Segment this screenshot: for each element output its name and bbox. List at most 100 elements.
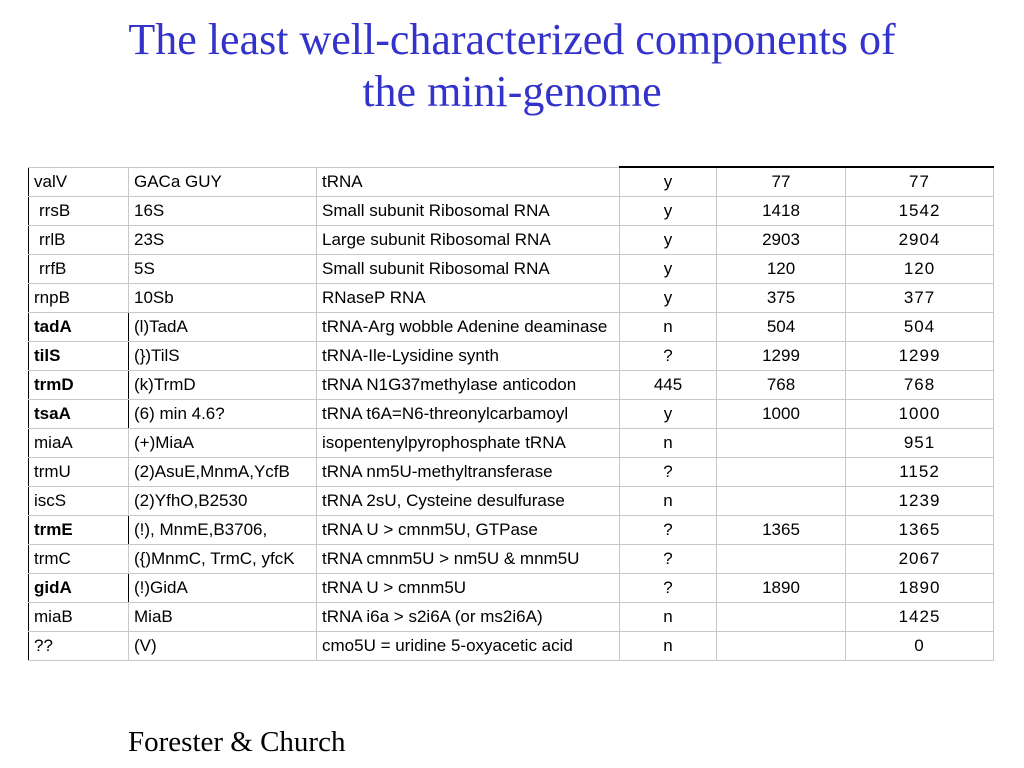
table-row: trmC ({)MnmC, TrmC, yfcK tRNA cmnm5U > nm5…	[28, 544, 994, 574]
description-cell: cmo5U = uridine 5-oxyacetic acid	[316, 631, 620, 661]
flag-cell: n	[619, 312, 717, 342]
length-1-cell: 1299	[716, 341, 846, 371]
gene-cell: miaB	[28, 602, 129, 632]
description-cell: tRNA i6a > s2i6A (or ms2i6A)	[316, 602, 620, 632]
alias-cell: (!), MnmE,B3706,	[128, 515, 317, 545]
alias-cell: 5S	[128, 254, 317, 284]
description-cell: tRNA	[316, 166, 620, 197]
length-1-cell: 1890	[716, 573, 846, 603]
description-cell: tRNA nm5U-methyltransferase	[316, 457, 620, 487]
alias-cell: (})TilS	[128, 341, 317, 371]
length-1-cell	[716, 486, 846, 516]
table-row: trmD (k)TrmD tRNA N1G37methylase anticodon…	[28, 370, 994, 400]
length-1-cell: 77	[716, 166, 846, 197]
length-2-cell: 1299	[845, 341, 994, 371]
flag-cell: y	[619, 225, 717, 255]
alias-cell: 10Sb	[128, 283, 317, 313]
table-row: tsaA (6) min 4.6? tRNA t6A=N6-threonylcarb…	[28, 399, 994, 429]
gene-cell: rrsB	[28, 196, 129, 226]
alias-cell: (6) min 4.6?	[128, 399, 317, 429]
table-row: rnpB 10Sb RNaseP RNA y 375 377	[28, 283, 994, 313]
gene-cell: iscS	[28, 486, 129, 516]
gene-cell: gidA	[28, 573, 129, 603]
length-1-cell: 768	[716, 370, 846, 400]
length-2-cell: 2904	[845, 225, 994, 255]
description-cell: Small subunit Ribosomal RNA	[316, 254, 620, 284]
table-row: trmE (!), MnmE,B3706, tRNA U > cmnm5U, GTP…	[28, 515, 994, 545]
gene-cell: rnpB	[28, 283, 129, 313]
length-1-cell	[716, 457, 846, 487]
table-row: tilS (})TilS tRNA-Ile-Lysidine synth? 1299 1…	[28, 341, 994, 371]
length-2-cell: 1365	[845, 515, 994, 545]
description-cell: tRNA-Ile-Lysidine synth	[316, 341, 620, 371]
table-row: miaA (+)MiaA isopentenylpyrophosphate tRNA…	[28, 428, 994, 458]
flag-cell: n	[619, 486, 717, 516]
length-1-cell	[716, 428, 846, 458]
flag-cell: n	[619, 428, 717, 458]
gene-cell: rrlB	[28, 225, 129, 255]
alias-cell: ({)MnmC, TrmC, yfcK	[128, 544, 317, 574]
length-1-cell	[716, 602, 846, 632]
length-1-cell: 2903	[716, 225, 846, 255]
gene-cell: tadA	[28, 312, 129, 342]
description-cell: tRNA N1G37methylase anticodon	[316, 370, 620, 400]
description-cell: Small subunit Ribosomal RNA	[316, 196, 620, 226]
flag-cell: y	[619, 166, 717, 197]
length-2-cell: 2067	[845, 544, 994, 574]
gene-cell: tsaA	[28, 399, 129, 429]
alias-cell: 23S	[128, 225, 317, 255]
length-2-cell: 1239	[845, 486, 994, 516]
gene-cell: tilS	[28, 341, 129, 371]
description-cell: tRNA U > cmnm5U, GTPase	[316, 515, 620, 545]
description-cell: tRNA cmnm5U > nm5U & mnm5U	[316, 544, 620, 574]
length-2-cell: 951	[845, 428, 994, 458]
length-2-cell: 0	[845, 631, 994, 661]
flag-cell: ?	[619, 457, 717, 487]
slide-title: The least well-characterized components …	[0, 14, 1024, 118]
description-cell: RNaseP RNA	[316, 283, 620, 313]
table-row: ?? (V) cmo5U = uridine 5-oxyacetic acid n 0	[28, 631, 994, 661]
flag-cell: y	[619, 399, 717, 429]
flag-cell: 445	[619, 370, 717, 400]
gene-cell: rrfB	[28, 254, 129, 284]
length-2-cell: 1542	[845, 196, 994, 226]
length-2-cell: 120	[845, 254, 994, 284]
description-cell: Large subunit Ribosomal RNA	[316, 225, 620, 255]
length-1-cell: 504	[716, 312, 846, 342]
length-2-cell: 377	[845, 283, 994, 313]
flag-cell: y	[619, 196, 717, 226]
alias-cell: MiaB	[128, 602, 317, 632]
length-1-cell: 1365	[716, 515, 846, 545]
length-1-cell: 375	[716, 283, 846, 313]
length-1-cell	[716, 544, 846, 574]
length-1-cell: 1418	[716, 196, 846, 226]
table-row: trmU (2)AsuE,MnmA,YcfB tRNA nm5U-methyltra…	[28, 457, 994, 487]
alias-cell: (+)MiaA	[128, 428, 317, 458]
flag-cell: ?	[619, 544, 717, 574]
description-cell: tRNA-Arg wobble Adenine deaminase	[316, 312, 620, 342]
length-2-cell: 77	[845, 166, 994, 197]
table-row: rrsB 16S Small subunit Ribosomal RNA y 1418 1…	[28, 196, 994, 226]
flag-cell: y	[619, 283, 717, 313]
length-2-cell: 504	[845, 312, 994, 342]
gene-cell: trmE	[28, 515, 129, 545]
alias-cell: (!)GidA	[128, 573, 317, 603]
table-row: gidA (!)GidA tRNA U > cmnm5U? 1890 1890	[28, 573, 994, 603]
description-cell: isopentenylpyrophosphate tRNA	[316, 428, 620, 458]
slide-title-line-1: The least well-characterized components …	[128, 15, 896, 64]
alias-cell: (l)TadA	[128, 312, 317, 342]
length-2-cell: 1152	[845, 457, 994, 487]
table-row: tadA (l)TadA tRNA-Arg wobble Adenine deami…	[28, 312, 994, 342]
flag-cell: n	[619, 631, 717, 661]
table-row: rrfB 5S Small subunit Ribosomal RNA y 120 120	[28, 254, 994, 284]
description-cell: tRNA t6A=N6-threonylcarbamoyl	[316, 399, 620, 429]
flag-cell: n	[619, 602, 717, 632]
flag-cell: ?	[619, 515, 717, 545]
flag-cell: y	[619, 254, 717, 284]
gene-table-body: valV GACa GUY tRNA y 77 77 rrsB 16S Small subuni…	[28, 166, 994, 661]
table-row: valV GACa GUY tRNA y 77 77	[28, 166, 994, 197]
flag-cell: ?	[619, 573, 717, 603]
gene-cell: trmD	[28, 370, 129, 400]
flag-cell: ?	[619, 341, 717, 371]
gene-cell: miaA	[28, 428, 129, 458]
